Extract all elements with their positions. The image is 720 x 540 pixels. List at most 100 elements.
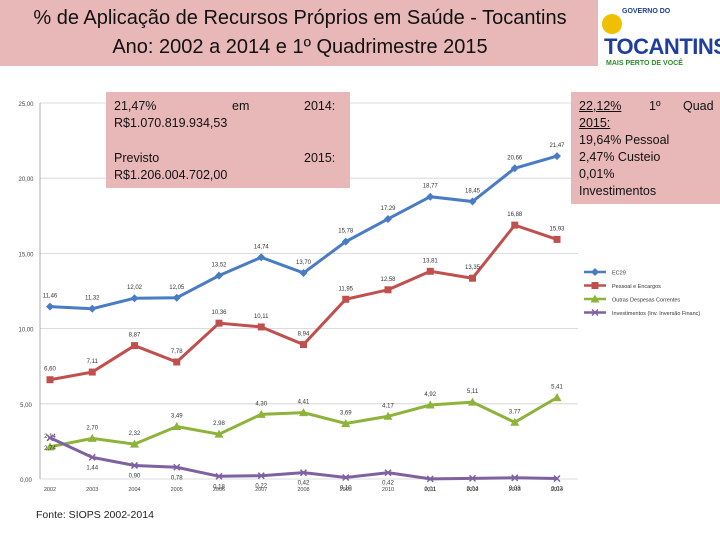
note-left-value-2015: R$1.206.004.702,00 — [114, 168, 228, 182]
data-point — [384, 286, 392, 294]
data-point — [425, 400, 435, 409]
note-2015-quadrimester: 22,12% 1º Quad 2015: 19,64% Pessoal 2,47… — [571, 92, 720, 204]
note-left-value-2014: R$1.070.819.934,53 — [114, 116, 228, 130]
data-point — [469, 274, 476, 282]
x-tick-label: 2010 — [382, 487, 394, 493]
y-tick-label: 10,00 — [18, 328, 34, 334]
data-label: 2,74 — [44, 446, 56, 452]
data-label: 0,42 — [382, 481, 394, 487]
data-point — [553, 235, 561, 243]
data-point — [426, 192, 435, 201]
data-label: 6,60 — [44, 367, 56, 373]
data-point — [215, 472, 223, 480]
legend-marker — [591, 282, 599, 289]
data-point — [45, 442, 55, 451]
x-tick-label: 2004 — [128, 487, 140, 493]
data-point — [87, 433, 97, 442]
x-tick-label: 2008 — [297, 487, 309, 493]
y-tick-label: 5,00 — [20, 403, 32, 409]
data-label: 2,70 — [86, 425, 98, 431]
x-tick-label: 2002 — [44, 487, 56, 493]
data-point — [553, 152, 561, 161]
page-title: % de Aplicação de Recursos Próprios em S… — [33, 7, 567, 29]
x-tick-label: 2012 — [466, 487, 478, 493]
legend-marker — [591, 308, 599, 317]
data-label: 0,22 — [255, 484, 267, 490]
data-label: 4,30 — [255, 401, 267, 407]
data-label: 3,69 — [340, 411, 352, 417]
note-left-forecast: Previsto — [114, 151, 160, 165]
data-point — [215, 319, 223, 327]
y-tick-label: 25,00 — [18, 102, 34, 108]
data-point — [46, 434, 54, 442]
data-label: 7,78 — [171, 349, 183, 355]
note-right-quad: Quad — [683, 99, 714, 113]
data-label: 12,05 — [169, 285, 185, 291]
data-label: 7,11 — [87, 359, 99, 365]
data-point — [88, 368, 96, 376]
data-label: 21,47 — [549, 143, 565, 149]
data-label: 4,17 — [382, 403, 394, 409]
data-point — [257, 253, 266, 262]
data-label: 4,92 — [424, 392, 436, 398]
data-label: 14,74 — [254, 244, 270, 250]
data-point — [553, 475, 561, 483]
data-point — [215, 271, 223, 280]
data-label: 5,11 — [467, 389, 479, 395]
data-point — [299, 469, 308, 477]
x-tick-label: 2009 — [340, 487, 352, 493]
data-point — [383, 411, 393, 420]
data-point — [468, 474, 477, 482]
data-label: 8,87 — [129, 333, 141, 339]
data-label: 2,98 — [213, 421, 225, 427]
data-label: 0,03 — [551, 487, 563, 493]
data-point — [299, 408, 308, 417]
data-label: 13,52 — [211, 263, 227, 269]
data-point — [173, 463, 181, 471]
x-tick-label: 2005 — [171, 487, 183, 493]
legend-entry: EC29 — [612, 271, 626, 277]
data-point — [426, 267, 434, 275]
data-label: 17,29 — [380, 206, 396, 212]
data-label: 0,01 — [424, 487, 436, 493]
data-point — [468, 197, 477, 206]
data-point — [341, 419, 351, 428]
data-point — [130, 294, 139, 303]
data-point — [510, 164, 519, 173]
data-point — [341, 237, 350, 246]
data-point — [511, 474, 519, 482]
data-label: 13,70 — [296, 260, 312, 266]
data-label: 12,58 — [380, 277, 396, 283]
data-label: 3,77 — [509, 409, 521, 415]
data-label: 0,04 — [467, 486, 479, 492]
note-left-pct: 21,47% — [114, 99, 157, 113]
data-label: 15,78 — [338, 229, 354, 235]
legend-entry: Investimentos (Inv. Inversão Financ) — [612, 311, 700, 317]
data-point — [257, 472, 265, 480]
data-point — [88, 304, 97, 313]
x-tick-label: 2013 — [509, 487, 521, 493]
y-tick-label: 0,00 — [20, 478, 32, 484]
data-point — [384, 214, 392, 223]
data-point — [88, 453, 96, 461]
logo-small-text: GOVERNO DO — [622, 8, 671, 15]
legend-entry: Pessoal e Encargos — [612, 284, 661, 290]
data-label: 0,18 — [213, 484, 225, 490]
data-label: 13,81 — [423, 258, 439, 264]
data-label: 0,08 — [509, 486, 521, 492]
legend-entry: Outras Despesas Correntes — [612, 298, 680, 304]
data-label: 10,11 — [254, 314, 269, 320]
data-label: 2,32 — [129, 431, 141, 437]
y-tick-label: 15,00 — [18, 252, 34, 258]
data-point — [130, 461, 139, 469]
data-label: 12,02 — [127, 285, 143, 291]
government-logo: GOVERNO DO TOCANTINS MAIS PERTO DE VOCÊ — [598, 0, 720, 80]
note-right-inv-pct: 0,01% — [579, 167, 615, 181]
data-point — [172, 422, 182, 431]
series-line — [49, 223, 558, 382]
data-label: 15,93 — [549, 226, 565, 232]
note-right-pct: 22,12% — [579, 99, 622, 113]
note-right-custeio: 2,47% Custeio — [579, 150, 661, 164]
data-point — [552, 393, 562, 402]
